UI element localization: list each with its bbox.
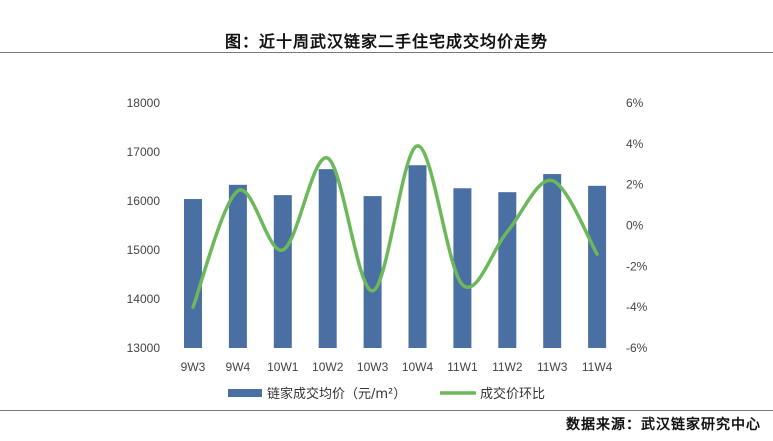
x-axis-tick: 9W4 (226, 360, 251, 374)
bar (318, 169, 337, 348)
bar (408, 165, 427, 348)
x-axis-tick: 10W2 (312, 360, 344, 374)
title-divider (0, 52, 773, 53)
bar (363, 196, 382, 348)
bar (228, 184, 247, 348)
x-axis-tick: 9W3 (181, 360, 206, 374)
data-source: 数据来源：武汉链家研究中心 (566, 417, 761, 433)
legend-line-label: 成交价环比 (480, 386, 545, 402)
x-axis-tick: 10W1 (267, 360, 299, 374)
x-axis-tick: 11W3 (537, 360, 568, 374)
bar (273, 195, 292, 348)
x-axis-tick: 11W2 (492, 360, 523, 374)
right-axis-tick: 0% (626, 219, 644, 233)
line-series (191, 144, 599, 309)
x-axis-tick: 10W4 (402, 360, 434, 374)
legend-bar-label: 链家成交均价（元/m²） (267, 386, 406, 402)
x-axis-tick: 11W4 (582, 360, 613, 374)
right-axis-tick: -2% (626, 259, 648, 273)
left-axis-tick: 18000 (127, 96, 161, 110)
x-axis-tick: 11W1 (447, 360, 478, 374)
right-axis-tick: 2% (626, 178, 644, 192)
left-axis-tick: 13000 (127, 341, 161, 355)
left-axis-tick: 17000 (127, 145, 161, 159)
bar (588, 185, 607, 348)
right-axis-tick: 6% (626, 96, 644, 110)
left-axis-tick: 14000 (127, 292, 161, 306)
bar (184, 199, 202, 348)
bar (543, 174, 562, 348)
bar (453, 188, 472, 348)
right-axis-tick: -4% (626, 300, 648, 314)
bar (498, 192, 517, 348)
x-axis-tick: 10W3 (357, 360, 389, 374)
right-axis-tick: 4% (626, 137, 644, 151)
legend-bar-swatch (228, 389, 262, 397)
right-axis-tick: -6% (626, 341, 648, 355)
left-axis-tick: 15000 (127, 243, 161, 257)
left-axis-tick: 16000 (127, 194, 161, 208)
chart-title: 图：近十周武汉链家二手住宅成交均价走势 (224, 32, 548, 51)
footer-divider (0, 410, 773, 411)
